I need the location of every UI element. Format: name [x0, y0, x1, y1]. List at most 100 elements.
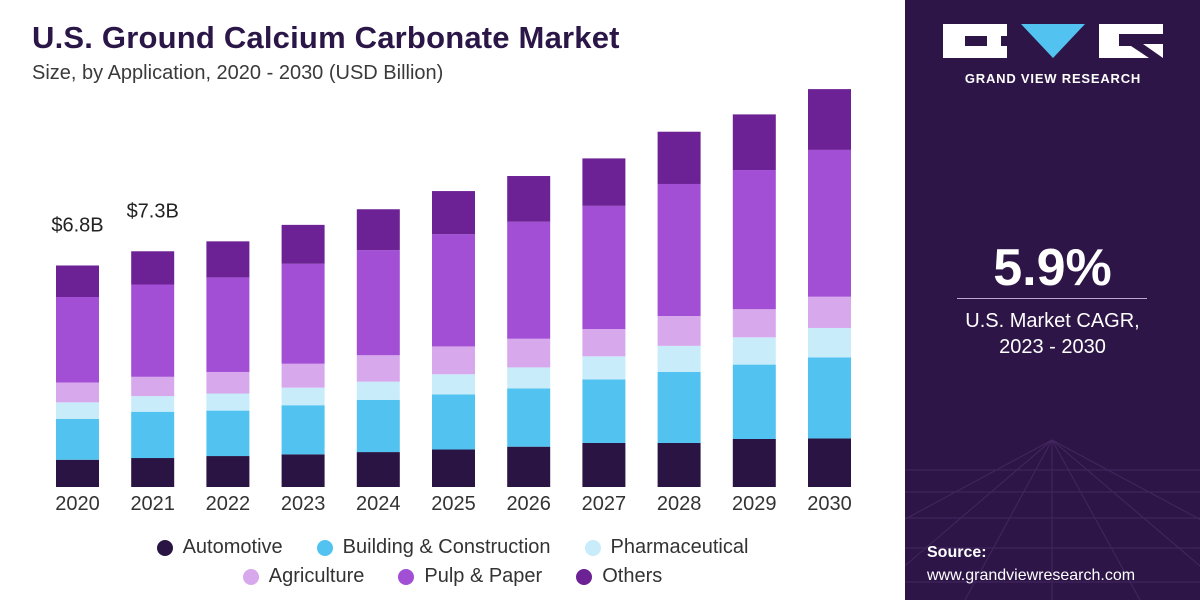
data-label-total: $6.8B: [51, 214, 103, 236]
x-tick-label: 2022: [206, 493, 251, 515]
bar-segment-agriculture-2029: [732, 309, 776, 338]
x-tick-label: 2020: [55, 493, 100, 515]
bar-segment-pharmaceutical-2027: [582, 356, 626, 380]
bar-segment-agriculture-2023: [281, 363, 325, 388]
bar-segment-pulp-paper-2022: [206, 277, 250, 372]
bar-segment-automotive-2030: [808, 438, 851, 487]
chart-title: U.S. Ground Calcium Carbonate Market: [32, 20, 620, 55]
x-tick-label: 2024: [356, 493, 401, 515]
bar-segment-pharmaceutical-2023: [281, 387, 325, 406]
grand-view-research-logo: [943, 24, 1163, 58]
bar-segment-building-construction-2030: [808, 357, 851, 439]
bar-segment-pulp-paper-2021: [131, 284, 175, 377]
source-url[interactable]: www.grandviewresearch.com: [927, 567, 1136, 584]
bar-segment-agriculture-2024: [356, 355, 400, 382]
bar-segment-pharmaceutical-2024: [356, 381, 400, 400]
legend-label: Pharmaceutical: [610, 536, 749, 558]
bar-segment-automotive-2021: [131, 458, 175, 487]
cagr-label-line-2: 2023 - 2030: [999, 336, 1106, 358]
chart-panel: U.S. Ground Calcium Carbonate Market Siz…: [0, 20, 905, 588]
bar-segment-pharmaceutical-2028: [657, 345, 701, 372]
bar-segment-pulp-paper-2030: [808, 149, 851, 297]
x-tick-label: 2025: [431, 493, 476, 515]
legend-item-pharmaceutical: Pharmaceutical: [584, 536, 749, 559]
legend-item-pulp-paper: Pulp & Paper: [398, 565, 542, 588]
bar-segment-building-construction-2024: [356, 399, 400, 453]
legend-label: Automotive: [182, 536, 283, 558]
bar-segment-others-2021: [131, 251, 175, 285]
bar-segment-pharmaceutical-2020: [56, 402, 99, 419]
bar-segment-agriculture-2028: [657, 316, 701, 346]
bar-segment-building-construction-2026: [507, 388, 551, 447]
x-tick-label: 2030: [807, 493, 852, 515]
bar-segment-others-2029: [732, 114, 776, 171]
bar-segment-pulp-paper-2024: [356, 250, 400, 356]
legend-item-others: Others: [576, 565, 662, 588]
bar-segment-others-2023: [281, 224, 325, 264]
bar-segment-others-2030: [808, 89, 851, 150]
bar-segment-others-2024: [356, 209, 400, 251]
bar-segment-building-construction-2025: [432, 394, 475, 450]
brand-name: GRAND VIEW RESEARCH: [964, 71, 1142, 86]
bar-segment-pulp-paper-2020: [56, 297, 99, 383]
stacked-bar-chart: 2020 2021 2022 2023 2024 2025 2026 2027 2028 2029…: [51, 89, 852, 515]
bar-segment-others-2028: [657, 131, 701, 184]
cagr-label-line-1: U.S. Market CAGR,: [965, 310, 1140, 332]
legend-swatch: [242, 568, 259, 585]
cagr-value: 5.9%: [993, 239, 1112, 297]
bar-segment-building-construction-2023: [281, 405, 325, 455]
source-label: Source:: [927, 544, 987, 561]
bar-segment-pharmaceutical-2030: [808, 327, 851, 358]
legend-row-2: Agriculture Pulp & Paper Others: [0, 565, 905, 588]
bar-segment-building-construction-2029: [732, 364, 776, 440]
bar-segment-building-construction-2020: [56, 418, 99, 460]
legend-swatch: [576, 568, 593, 585]
bar-segment-pulp-paper-2029: [732, 170, 776, 310]
bar-segment-agriculture-2022: [206, 371, 250, 394]
x-tick-label: 2026: [506, 493, 551, 515]
legend-item-automotive: Automotive: [156, 536, 283, 559]
bar-segment-others-2022: [206, 241, 250, 278]
bar-segment-pulp-paper-2023: [281, 263, 325, 364]
bar-segment-automotive-2029: [732, 439, 776, 487]
bar-segment-automotive-2023: [281, 454, 325, 487]
bar-segment-agriculture-2021: [131, 376, 175, 397]
bar-segment-building-construction-2021: [131, 411, 175, 459]
bar-segment-pharmaceutical-2025: [432, 374, 475, 395]
chart-subtitle: Size, by Application, 2020 - 2030 (USD B…: [32, 62, 444, 84]
legend-swatch: [156, 539, 173, 556]
cagr-label: U.S. Market CAGR, 2023 - 2030: [905, 308, 1200, 360]
legend-swatch: [584, 539, 601, 556]
bar-segment-pharmaceutical-2029: [732, 337, 776, 365]
bar-segment-automotive-2028: [657, 442, 701, 487]
bar-segment-building-construction-2028: [657, 371, 701, 443]
x-tick-label: 2021: [130, 493, 175, 515]
bar-segment-building-construction-2022: [206, 410, 250, 457]
bar-segment-pulp-paper-2026: [507, 221, 551, 339]
bar-segment-automotive-2020: [56, 459, 99, 487]
bar-segment-agriculture-2027: [582, 329, 626, 357]
bar-segment-pharmaceutical-2026: [507, 367, 551, 389]
bar-segment-agriculture-2020: [56, 382, 99, 403]
data-label-total: $7.3B: [127, 200, 179, 222]
x-tick-label: 2027: [582, 493, 627, 515]
bar-segment-automotive-2026: [507, 446, 551, 487]
bar-segment-automotive-2022: [206, 456, 250, 487]
legend-swatch: [398, 568, 415, 585]
bar-segment-agriculture-2025: [432, 346, 475, 375]
bar-segment-pulp-paper-2027: [582, 205, 626, 330]
bar-segment-others-2020: [56, 265, 99, 298]
bar-segment-pulp-paper-2025: [432, 234, 475, 347]
bar-segment-automotive-2025: [432, 449, 475, 487]
bar-segment-pulp-paper-2028: [657, 183, 701, 317]
legend-label: Others: [602, 565, 663, 587]
bar-segment-agriculture-2026: [507, 338, 551, 368]
x-tick-label: 2029: [732, 493, 777, 515]
perspective-grid-decoration: [905, 439, 1200, 600]
bar-segment-automotive-2027: [582, 442, 626, 487]
bar-segment-agriculture-2030: [808, 296, 851, 328]
x-tick-label: 2028: [657, 493, 702, 515]
divider: [957, 298, 1147, 299]
legend-label: Building & Construction: [342, 536, 551, 558]
bar-segment-automotive-2024: [356, 452, 400, 487]
